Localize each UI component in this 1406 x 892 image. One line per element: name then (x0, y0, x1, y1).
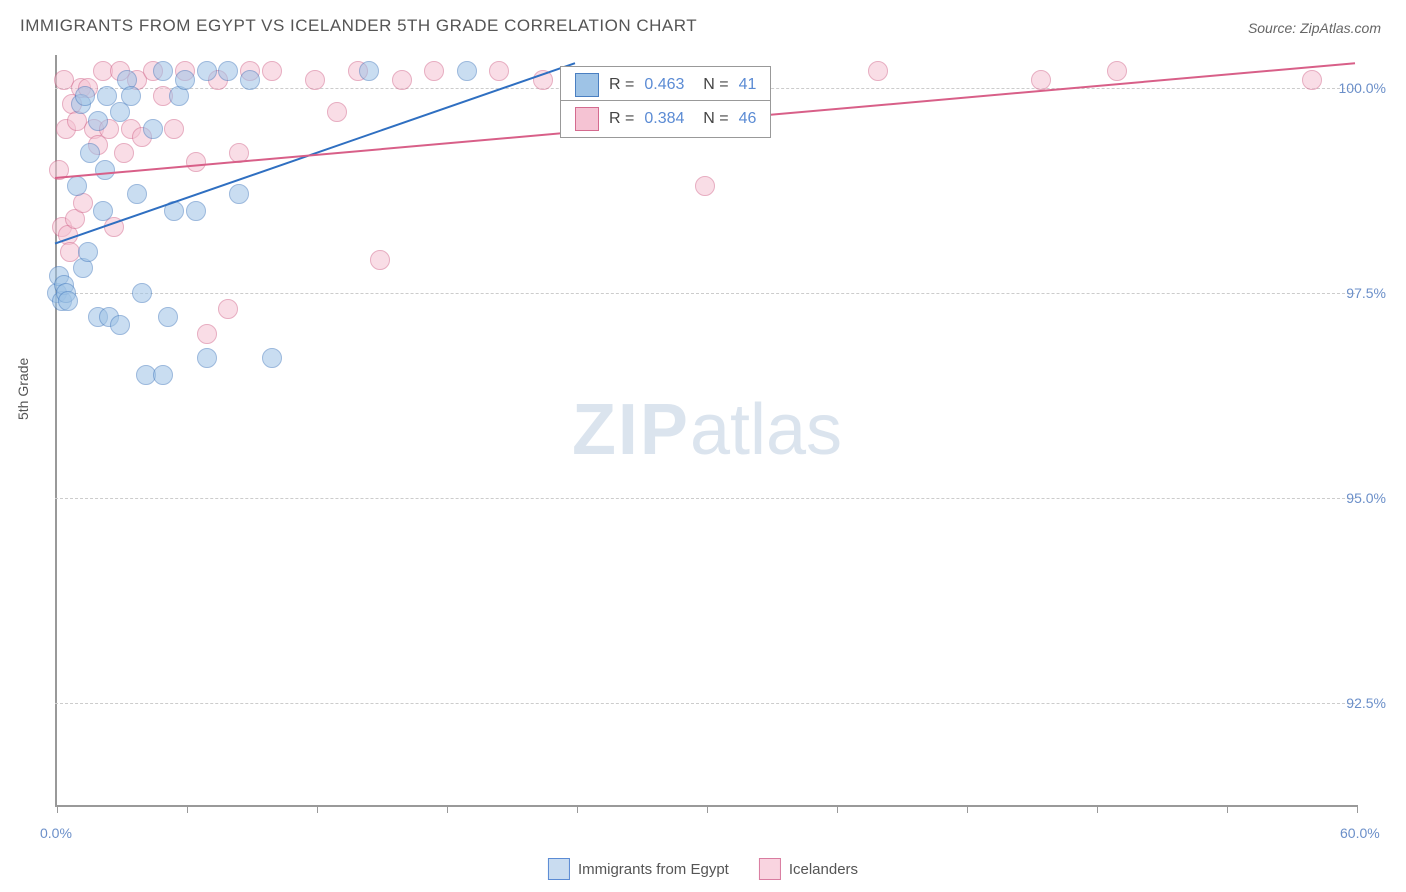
legend-item: Immigrants from Egypt (548, 858, 729, 880)
y-axis-label: 5th Grade (15, 358, 31, 420)
y-tick-label: 100.0% (1339, 80, 1386, 96)
stat-r-label: R = (609, 110, 634, 128)
data-point (153, 365, 173, 385)
data-point (158, 307, 178, 327)
legend-swatch-icon (759, 858, 781, 880)
data-point (88, 111, 108, 131)
data-point (197, 348, 217, 368)
data-point (327, 102, 347, 122)
stat-r-value: 0.384 (644, 110, 684, 128)
data-point (67, 176, 87, 196)
x-tick (837, 805, 838, 813)
data-point (58, 291, 78, 311)
data-point (1107, 61, 1127, 81)
data-point (197, 324, 217, 344)
data-point (186, 201, 206, 221)
data-point (1031, 70, 1051, 90)
stat-n-label: N = (694, 76, 728, 94)
data-point (49, 160, 69, 180)
stat-n-value: 41 (739, 76, 757, 94)
x-tick (187, 805, 188, 813)
data-point (164, 201, 184, 221)
data-point (186, 152, 206, 172)
data-point (229, 184, 249, 204)
legend: Immigrants from Egypt Icelanders (548, 858, 858, 880)
data-point (370, 250, 390, 270)
x-tick (1357, 805, 1358, 813)
stat-n-value: 46 (739, 110, 757, 128)
data-point (489, 61, 509, 81)
correlation-stat-box: R = 0.384 N = 46 (560, 100, 771, 138)
x-tick (1097, 805, 1098, 813)
data-point (305, 70, 325, 90)
data-point (359, 61, 379, 81)
data-point (392, 70, 412, 90)
data-point (93, 201, 113, 221)
data-point (78, 242, 98, 262)
y-tick-label: 92.5% (1346, 695, 1386, 711)
x-tick (577, 805, 578, 813)
x-tick (707, 805, 708, 813)
data-point (218, 61, 238, 81)
legend-label: Icelanders (789, 861, 858, 878)
x-tick (967, 805, 968, 813)
data-point (110, 315, 130, 335)
data-point (262, 61, 282, 81)
data-point (868, 61, 888, 81)
gridline (55, 703, 1355, 704)
data-point (164, 119, 184, 139)
x-tick (1227, 805, 1228, 813)
data-point (424, 61, 444, 81)
data-point (114, 143, 134, 163)
data-point (175, 70, 195, 90)
data-point (229, 143, 249, 163)
data-point (457, 61, 477, 81)
chart-title: IMMIGRANTS FROM EGYPT VS ICELANDER 5TH G… (20, 16, 697, 36)
x-tick (447, 805, 448, 813)
data-point (218, 299, 238, 319)
legend-label: Immigrants from Egypt (578, 861, 729, 878)
source-credit: Source: ZipAtlas.com (1248, 20, 1381, 36)
data-point (695, 176, 715, 196)
data-point (1302, 70, 1322, 90)
stat-n-label: N = (694, 110, 728, 128)
data-point (197, 61, 217, 81)
data-point (132, 283, 152, 303)
legend-swatch-icon (575, 73, 599, 97)
x-tick (57, 805, 58, 813)
correlation-stat-box: R = 0.463 N = 41 (560, 66, 771, 104)
data-point (104, 217, 124, 237)
data-point (153, 61, 173, 81)
data-point (240, 70, 260, 90)
stat-r-value: 0.463 (644, 76, 684, 94)
data-point (127, 184, 147, 204)
x-tick-label: 0.0% (40, 825, 72, 841)
data-point (80, 143, 100, 163)
plot-area: ZIPatlas (55, 55, 1357, 807)
data-point (143, 119, 163, 139)
x-tick-label: 60.0% (1340, 825, 1380, 841)
watermark: ZIPatlas (572, 389, 842, 471)
data-point (121, 86, 141, 106)
data-point (95, 160, 115, 180)
legend-swatch-icon (575, 107, 599, 131)
data-point (75, 86, 95, 106)
gridline (55, 498, 1355, 499)
x-tick (317, 805, 318, 813)
y-tick-label: 97.5% (1346, 285, 1386, 301)
data-point (533, 70, 553, 90)
stat-r-label: R = (609, 76, 634, 94)
data-point (262, 348, 282, 368)
gridline (55, 293, 1355, 294)
y-tick-label: 95.0% (1346, 490, 1386, 506)
legend-item: Icelanders (759, 858, 858, 880)
legend-swatch-icon (548, 858, 570, 880)
